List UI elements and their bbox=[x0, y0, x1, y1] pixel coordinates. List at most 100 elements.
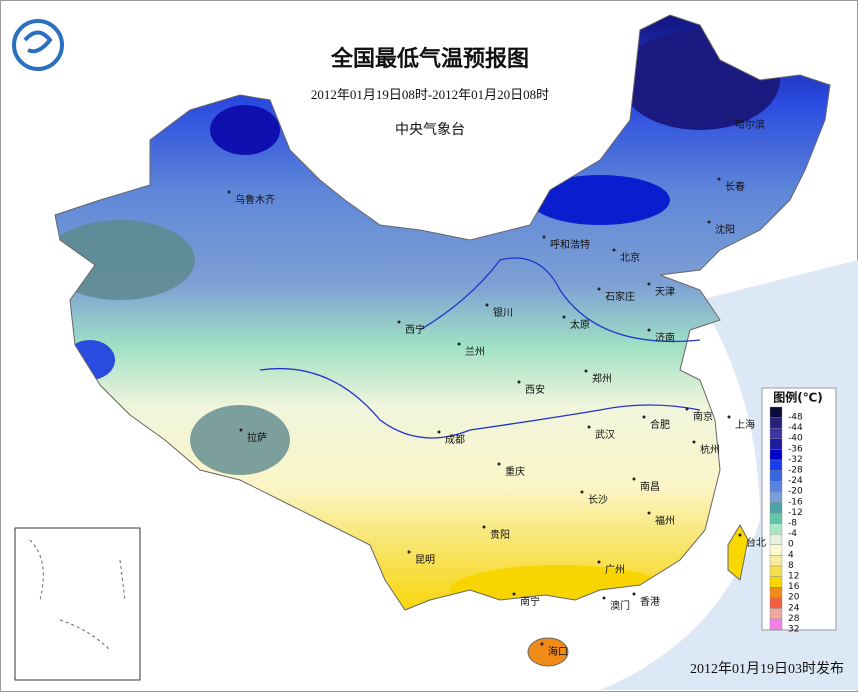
city-dot bbox=[602, 596, 606, 600]
inset-map bbox=[14, 527, 141, 681]
legend-swatch bbox=[769, 608, 783, 620]
city-label: 广州 bbox=[605, 564, 625, 576]
legend-label: -4 bbox=[788, 529, 797, 539]
city-label: 南京 bbox=[693, 410, 713, 423]
city-dot bbox=[584, 369, 588, 373]
hainan bbox=[527, 637, 569, 667]
legend-swatch bbox=[769, 544, 783, 556]
legend-swatch bbox=[769, 523, 783, 535]
city-label: 合肥 bbox=[650, 418, 670, 431]
city-dot bbox=[612, 248, 616, 252]
legend-swatch bbox=[769, 438, 783, 450]
border bbox=[54, 14, 831, 611]
city-label: 海口 bbox=[548, 645, 568, 658]
city-dot bbox=[227, 190, 231, 194]
city-dot bbox=[632, 592, 636, 596]
city-dot bbox=[647, 511, 651, 515]
city-label: 呼和浩特 bbox=[550, 239, 590, 251]
logo bbox=[12, 19, 64, 71]
legend-swatch bbox=[769, 555, 783, 567]
city-dot bbox=[727, 415, 731, 419]
legend-swatch bbox=[769, 502, 783, 514]
legend-swatch bbox=[769, 481, 783, 493]
city-dot bbox=[482, 525, 486, 529]
taiwan bbox=[727, 523, 749, 581]
city-dot bbox=[647, 282, 651, 286]
legend-label: 0 bbox=[788, 540, 794, 550]
city-label: 西宁 bbox=[405, 323, 425, 336]
legend-label: 32 bbox=[788, 625, 799, 635]
city-label: 长春 bbox=[725, 181, 745, 193]
city-label: 南昌 bbox=[640, 480, 660, 493]
legend-swatch bbox=[769, 470, 783, 482]
legend-swatch bbox=[769, 406, 783, 418]
city-label: 南宁 bbox=[520, 595, 540, 608]
title: 全国最低气温预报图 bbox=[330, 46, 529, 72]
city-dot bbox=[562, 315, 566, 319]
city-label: 澳门 bbox=[610, 599, 630, 612]
city-dot bbox=[597, 287, 601, 291]
city-dot bbox=[685, 407, 689, 411]
city-label: 沈阳 bbox=[715, 223, 735, 236]
city-dot bbox=[707, 220, 711, 224]
city-label: 郑州 bbox=[592, 372, 612, 385]
city-dot bbox=[632, 477, 636, 481]
legend-label: 28 bbox=[788, 614, 800, 624]
legend-label: -24 bbox=[788, 476, 803, 486]
city-dot bbox=[397, 320, 401, 324]
city-label: 拉萨 bbox=[247, 431, 267, 444]
legend-swatch bbox=[769, 587, 783, 599]
city-dot bbox=[457, 342, 461, 346]
legend-label: 8 bbox=[788, 561, 794, 571]
legend-label: -40 bbox=[788, 434, 803, 444]
legend-swatch bbox=[769, 459, 783, 471]
legend-label: -16 bbox=[788, 497, 803, 507]
legend-title: 图例(℃) bbox=[773, 390, 823, 405]
legend-label: -8 bbox=[788, 519, 797, 529]
city-dot bbox=[485, 303, 489, 307]
city-label: 成都 bbox=[445, 434, 465, 446]
city-label: 哈尔滨 bbox=[735, 118, 765, 131]
legend-swatch bbox=[769, 512, 783, 524]
legend-label: 12 bbox=[788, 572, 799, 582]
legend-label: -28 bbox=[788, 466, 803, 476]
city-label: 天津 bbox=[655, 286, 675, 298]
legend-swatch bbox=[769, 428, 783, 440]
legend-label: 20 bbox=[788, 593, 800, 603]
city-label: 重庆 bbox=[505, 465, 525, 478]
city-label: 贵阳 bbox=[490, 528, 510, 541]
legend-swatch bbox=[769, 449, 783, 461]
city-dot bbox=[642, 415, 646, 419]
city-label: 长沙 bbox=[588, 494, 608, 506]
city-dot bbox=[540, 642, 544, 646]
inset-lines bbox=[29, 539, 126, 651]
footer: 2012年01月19日03时发布 bbox=[690, 661, 844, 677]
legend-label: 24 bbox=[788, 603, 800, 613]
legend-label: 16 bbox=[788, 582, 800, 592]
city-label: 北京 bbox=[620, 251, 640, 264]
legend-label: -12 bbox=[788, 508, 803, 518]
legend-swatch bbox=[769, 491, 783, 503]
city-label: 济南 bbox=[655, 331, 675, 344]
legend-label: -44 bbox=[788, 423, 803, 433]
logo-mark bbox=[23, 30, 53, 54]
legend-label: 4 bbox=[788, 550, 794, 560]
city-dot bbox=[512, 592, 516, 596]
city-label: 武汉 bbox=[595, 428, 615, 441]
city-label: 杭州 bbox=[700, 443, 720, 456]
legend-swatch bbox=[769, 576, 783, 588]
city-label: 上海 bbox=[735, 418, 755, 431]
legend-swatch bbox=[769, 417, 783, 429]
city-dot bbox=[239, 428, 243, 432]
city-dot bbox=[717, 177, 721, 181]
city-dot bbox=[587, 425, 591, 429]
river bbox=[419, 257, 701, 343]
city-dot bbox=[517, 380, 521, 384]
legend-swatch bbox=[769, 618, 783, 630]
legend-label: -48 bbox=[788, 413, 803, 423]
city-label: 太原 bbox=[570, 318, 590, 331]
city-label: 台北 bbox=[746, 536, 766, 549]
city-dot bbox=[647, 328, 651, 332]
city-dot bbox=[497, 462, 501, 466]
